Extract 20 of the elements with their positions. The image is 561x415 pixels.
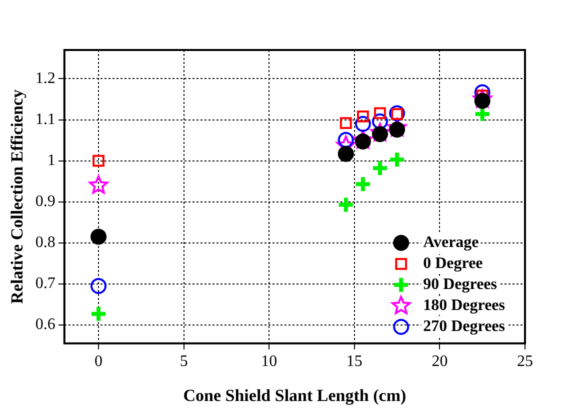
y-axis-title: Relative Collection Efficiency <box>8 89 27 304</box>
x-tick-label: 10 <box>261 353 278 370</box>
legend-label: 90 Degrees <box>423 276 498 294</box>
y-tick-label: 0.8 <box>35 234 56 252</box>
x-tick-label: 5 <box>180 353 188 370</box>
x-tick-label: 25 <box>517 353 533 370</box>
x-tick-label: 15 <box>346 353 362 370</box>
legend-label: 180 Degrees <box>423 297 506 314</box>
legend-label: Average <box>423 234 479 252</box>
x-axis-title: Cone Shield Slant Length (cm) <box>183 386 406 406</box>
y-tick-label: 0.9 <box>35 193 56 210</box>
legend-label: 0 Degree <box>423 255 483 272</box>
x-tick-label: 20 <box>432 353 448 370</box>
y-tick-label: 0.6 <box>35 316 56 334</box>
y-tick-label: 0.7 <box>35 275 56 292</box>
y-tick-label: 1.1 <box>35 110 56 128</box>
y-tick-label: 1 <box>47 152 56 169</box>
y-tick-label: 1.2 <box>35 70 56 87</box>
legend-label: 270 Degrees <box>423 318 506 336</box>
x-tick-label: 0 <box>94 353 103 370</box>
